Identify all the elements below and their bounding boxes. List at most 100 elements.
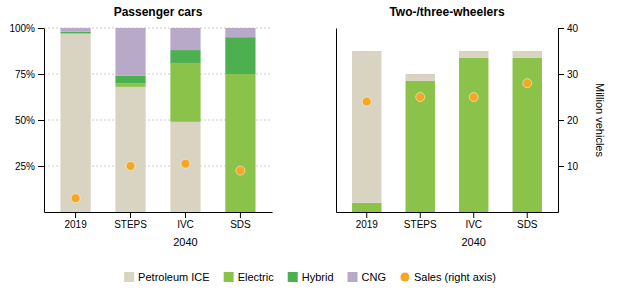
- annotation: 2040: [462, 236, 486, 248]
- tick-label: STEPS: [404, 219, 437, 230]
- element: 2019 STEPS IVC SDS: [337, 212, 559, 230]
- point: [469, 93, 478, 102]
- tick-label: STEPS: [114, 219, 147, 230]
- panel: 2019STEPSIVCSDS25%50%75%100%Passenger ca…: [9, 5, 272, 248]
- bar-series: [60, 28, 255, 76]
- point: [126, 162, 135, 171]
- element: 25% 50% 75% 100%: [9, 23, 44, 213]
- point: [523, 79, 532, 88]
- tick: SDS: [230, 212, 251, 230]
- tick-label: 40: [567, 23, 579, 34]
- axis-line: [336, 29, 337, 213]
- tick-mark: [38, 74, 44, 75]
- chart-root: 2019STEPSIVCSDS25%50%75%100%Passenger ca…: [0, 0, 620, 291]
- element: 10 20 30 40: [558, 23, 579, 213]
- point-series: [71, 159, 245, 203]
- legend-swatch: [348, 272, 358, 282]
- tick-mark: [38, 120, 44, 121]
- tick-mark: [558, 166, 564, 167]
- panel: 2019 STEPS IVC SDS 10 20 30 40 Million vehicles T…: [337, 5, 607, 248]
- tick-label: 10: [567, 161, 579, 172]
- bar-series: [115, 63, 255, 212]
- legend-label: Hybrid: [302, 271, 334, 283]
- point: [71, 194, 80, 203]
- bar: [225, 28, 255, 37]
- tick-label: 25%: [15, 161, 35, 172]
- point: [416, 93, 425, 102]
- bar: [513, 51, 542, 58]
- bar: [225, 37, 255, 74]
- legend-label: Sales (right axis): [414, 271, 496, 283]
- tick: 40: [558, 23, 579, 34]
- bar: [170, 122, 200, 212]
- tick: 2019: [64, 212, 87, 230]
- tick-mark: [240, 212, 241, 218]
- bar: [115, 28, 145, 76]
- tick-label: SDS: [230, 219, 251, 230]
- bar: [225, 74, 255, 212]
- bar-series: [352, 51, 542, 203]
- element: [336, 29, 337, 213]
- tick-mark: [527, 212, 528, 218]
- bar: [170, 50, 200, 63]
- bar: [459, 58, 488, 212]
- tick: 50%: [15, 115, 44, 126]
- tick: IVC: [465, 212, 482, 230]
- tick: 100%: [9, 23, 44, 34]
- element: 2019 STEPS IVC SDS: [45, 212, 273, 230]
- tick-mark: [185, 212, 186, 218]
- legend-swatch: [124, 272, 134, 282]
- tick: 75%: [15, 69, 44, 80]
- tick-mark: [38, 166, 44, 167]
- tick-label: 50%: [15, 115, 35, 126]
- legend-item: Hybrid: [288, 271, 334, 283]
- tick-mark: [130, 212, 131, 218]
- tick-label: 100%: [9, 23, 35, 34]
- point: [181, 159, 190, 168]
- legend-item: Electric: [224, 271, 275, 283]
- legend-swatch: [224, 272, 234, 282]
- axis-line: [44, 29, 45, 213]
- bar: [115, 76, 145, 83]
- legend-label: Electric: [238, 271, 275, 283]
- bar: [60, 32, 90, 34]
- bar: [459, 51, 488, 58]
- tick: IVC: [177, 212, 194, 230]
- axis-line: [45, 212, 273, 213]
- legend-item: Petroleum ICE: [124, 271, 210, 283]
- bar: [352, 203, 381, 212]
- bar: [60, 28, 90, 32]
- tick: 25%: [15, 161, 44, 172]
- tick-label: 20: [567, 115, 579, 126]
- tick: 10: [558, 161, 579, 172]
- tick: 30: [558, 69, 579, 80]
- tick-label: SDS: [517, 219, 538, 230]
- axis-title: Million vehicles: [594, 83, 606, 157]
- axis-line: [337, 212, 559, 213]
- point: [362, 97, 371, 106]
- point: [236, 166, 245, 175]
- tick-mark: [558, 120, 564, 121]
- bar: [352, 51, 381, 203]
- tick-mark: [38, 28, 44, 29]
- tick-label: 75%: [15, 69, 35, 80]
- bar: [170, 63, 200, 122]
- tick-mark: [420, 212, 421, 218]
- bar-series: [60, 32, 255, 84]
- bar: [406, 74, 435, 81]
- tick: 20: [558, 115, 579, 126]
- tick: 2019: [356, 212, 379, 230]
- point-series: [362, 79, 531, 106]
- legend-label: CNG: [362, 271, 386, 283]
- legend-swatch: [400, 273, 409, 282]
- tick-mark: [75, 212, 76, 218]
- tick: SDS: [517, 212, 538, 230]
- bar: [513, 58, 542, 212]
- bar: [115, 83, 145, 87]
- title: Two-/three-wheelers: [389, 5, 504, 19]
- legend-item: CNG: [348, 271, 386, 283]
- bar: [60, 34, 90, 212]
- tick-label: 2019: [64, 219, 87, 230]
- tick-label: 2019: [356, 219, 379, 230]
- marks: [352, 51, 542, 212]
